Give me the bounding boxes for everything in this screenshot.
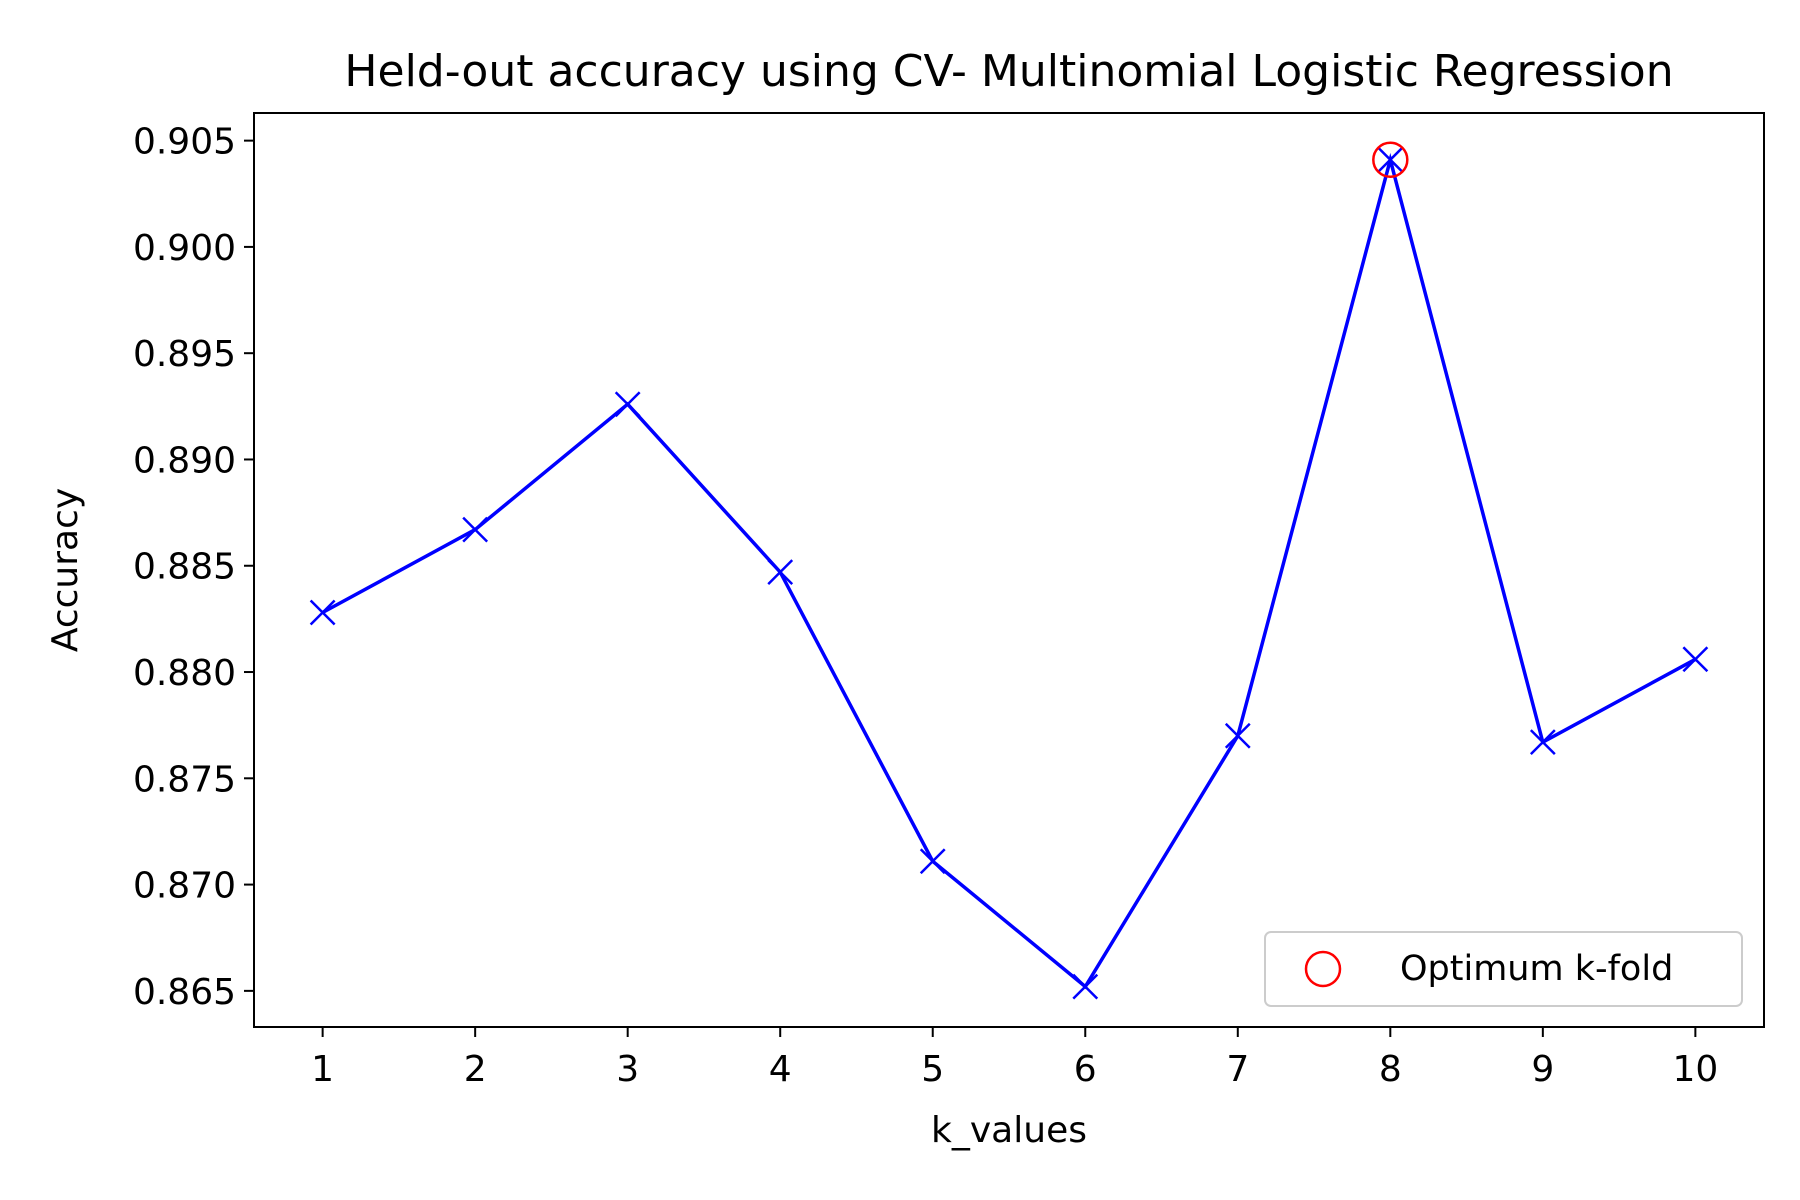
accuracy-series-line: [321, 152, 1697, 990]
data-point-marker: [1072, 973, 1099, 1000]
y-tick-label: 0.885: [133, 547, 236, 588]
y-tick-label: 0.895: [133, 334, 236, 375]
x-tick-label: 3: [616, 1049, 639, 1090]
data-point-marker: [1377, 146, 1404, 173]
y-tick-label: 0.880: [133, 653, 236, 694]
data-point-marker: [309, 599, 336, 626]
x-axis: 1 2 3 4 5 6 7 8 9 10: [311, 1027, 1718, 1090]
data-point-marker: [462, 516, 489, 543]
accuracy-series-markers: [309, 146, 1709, 1000]
optimum-highlight: [1372, 141, 1409, 179]
y-tick-label: 0.890: [133, 440, 236, 481]
x-axis-label: k_values: [931, 1110, 1087, 1151]
legend-label-optimum: Optimum k-fold: [1400, 949, 1673, 989]
legend-circle-icon: [1304, 950, 1342, 988]
data-point-marker: [1224, 722, 1251, 749]
data-point-marker: [1682, 646, 1709, 673]
y-axis-label: Accuracy: [45, 488, 86, 652]
optimum-marker: [1372, 141, 1409, 179]
plot-area: [253, 112, 1765, 1028]
x-tick-label: 8: [1379, 1049, 1402, 1090]
y-tick-label: 0.875: [133, 759, 236, 800]
data-point-marker: [919, 848, 946, 875]
y-tick-label: 0.865: [133, 972, 236, 1013]
legend-box: [1264, 931, 1743, 1007]
x-tick-label: 5: [921, 1049, 944, 1090]
y-tick-label: 0.905: [133, 122, 236, 163]
x-tick-label: 9: [1531, 1049, 1554, 1090]
y-axis: 0.865 0.870 0.875 0.880 0.885 0.890 0.895 0.900…: [133, 122, 254, 1013]
x-tick-label: 2: [464, 1049, 487, 1090]
data-point-marker: [767, 559, 794, 586]
data-point-marker: [614, 391, 641, 418]
y-tick-label: 0.900: [133, 228, 236, 269]
x-tick-label: 6: [1074, 1049, 1097, 1090]
x-tick-label: 4: [769, 1049, 792, 1090]
legend: Optimum k-fold: [1264, 931, 1743, 1007]
data-point-marker: [1529, 729, 1556, 756]
x-tick-label: 7: [1226, 1049, 1249, 1090]
chart-title: Held-out accuracy using CV- Multinomial …: [344, 46, 1673, 97]
y-tick-label: 0.870: [133, 866, 236, 907]
x-tick-label: 1: [311, 1049, 334, 1090]
x-tick-label: 10: [1672, 1049, 1718, 1090]
